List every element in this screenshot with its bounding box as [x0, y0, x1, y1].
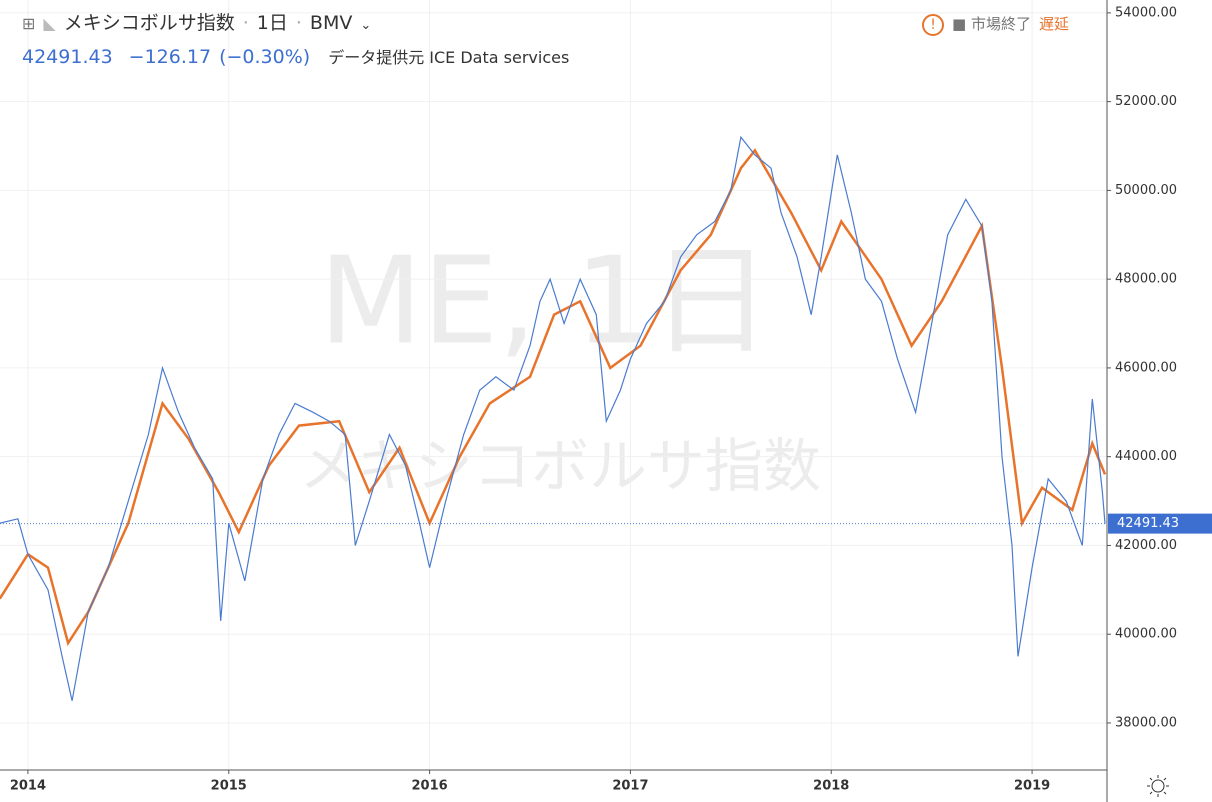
header-row: ⊞ ◣ メキシコボルサ指数 · 1日 · BMV ⌄ [22, 8, 371, 35]
sep: · [295, 12, 302, 34]
status-text: 市場終了 [970, 15, 1031, 33]
delay: 遅延 [1038, 15, 1069, 33]
last-price: 42491.43 [22, 46, 113, 68]
x-tick-label: 2014 [10, 779, 46, 794]
change: −126.17 [128, 46, 212, 68]
settings-icon[interactable] [1147, 775, 1169, 797]
y-tick-label: 46000.00 [1115, 360, 1177, 375]
price-row: 42491.43 −126.17 (−0.30%) データ提供元 ICE Dat… [22, 44, 569, 68]
sep: · [242, 12, 249, 34]
y-tick-label: 52000.00 [1115, 94, 1177, 109]
watermark-name: メキシコボルサ指数 [299, 432, 821, 500]
status-row: ! ■ 市場終了 遅延 [922, 13, 1069, 36]
title: メキシコボルサ指数 [63, 12, 235, 34]
y-tick-label: 44000.00 [1115, 449, 1177, 464]
y-tick-label: 38000.00 [1115, 715, 1177, 730]
symbol-icon: ◣ [43, 14, 56, 33]
exchange[interactable]: BMV [309, 12, 353, 34]
y-tick-label: 42000.00 [1115, 538, 1177, 553]
expand-icon[interactable]: ⊞ [22, 14, 36, 33]
market-status: ■ 市場終了 [952, 15, 1031, 33]
last-price-label: 42491.43 [1117, 516, 1179, 531]
watermark-symbol: ME, 1日 [319, 233, 771, 372]
x-tick-label: 2019 [1014, 779, 1050, 794]
dropdown-icon[interactable]: ⌄ [360, 18, 372, 33]
y-tick-label: 50000.00 [1115, 183, 1177, 198]
last-price-tag [1108, 513, 1212, 534]
data-source: データ提供元 ICE Data services [328, 48, 570, 67]
interval[interactable]: 1日 [256, 12, 288, 34]
y-tick-label: 40000.00 [1115, 627, 1177, 642]
x-tick-label: 2017 [612, 779, 648, 794]
change-pct: (−0.30%) [219, 46, 311, 68]
series-line [0, 135, 1106, 701]
x-tick-label: 2016 [411, 779, 447, 794]
series-line [0, 148, 1107, 647]
y-tick-label: 54000.00 [1115, 5, 1177, 20]
y-tick-label: 48000.00 [1115, 272, 1177, 287]
x-tick-label: 2018 [813, 779, 849, 794]
x-tick-label: 2015 [211, 779, 247, 794]
alert-icon[interactable]: ! [922, 14, 944, 36]
